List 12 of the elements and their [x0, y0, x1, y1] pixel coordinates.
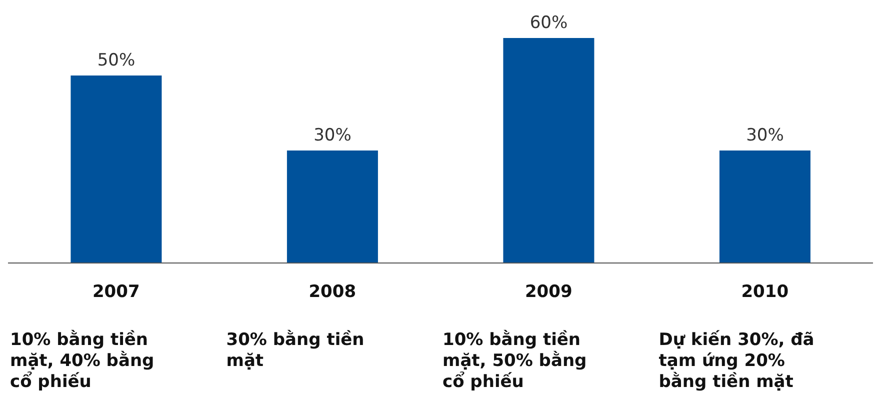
data-label: 30%	[746, 126, 784, 146]
x-tick-label: 2008	[308, 282, 356, 302]
data-label: 30%	[314, 126, 352, 146]
text: Dự kiến 30%, đã tạm ứng 20% bằng tiền mặt	[658, 330, 816, 393]
text: 10% bằng tiền mặt, 40% bằng cổ phiếu	[10, 330, 156, 393]
text: 10% bằng tiền mặt, 50% bằng cổ phiếu	[442, 330, 588, 393]
data-label: 60%	[530, 13, 568, 33]
x-tick-label: 2007	[92, 282, 140, 302]
text: 30% bằng tiền mặt	[226, 330, 366, 372]
data-label: 50%	[97, 50, 136, 70]
x-tick-label: 2010	[741, 282, 789, 302]
x-tick-label: 2009	[524, 282, 572, 302]
